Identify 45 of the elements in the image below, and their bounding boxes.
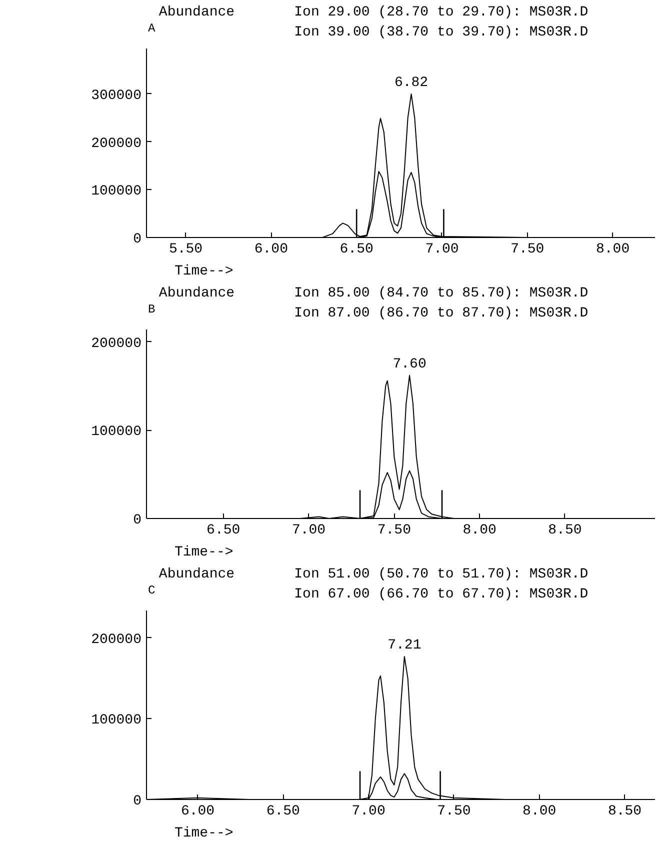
x-tick-label: 6.50	[206, 522, 240, 538]
annotation: 6.82	[394, 74, 428, 91]
x-tick-label: 7.50	[510, 242, 544, 258]
y-tick-label: 100000	[91, 184, 142, 200]
x-tick-label: 7.00	[292, 522, 326, 538]
y-tick-label: 200000	[91, 336, 142, 352]
y-tick-label: 0	[133, 512, 142, 528]
y-tick-label: 0	[133, 232, 142, 248]
x-tick-label: 7.50	[437, 804, 471, 820]
x-axis-title: Time-->	[174, 264, 234, 280]
annotation: 7.60	[392, 356, 426, 372]
y-axis-title: Abundance	[158, 286, 235, 302]
x-axis-title: Time-->	[174, 826, 234, 842]
x-tick-label: 6.50	[266, 804, 300, 820]
y-tick-label: 300000	[91, 88, 142, 104]
text: Ion 29.00 (28.70 to 29.70): MS03R.D	[294, 4, 588, 20]
x-tick-label: 8.00	[596, 242, 630, 258]
text: Ion 85.00 (84.70 to 85.70): MS03R.D	[294, 286, 588, 302]
x-tick-label: 8.00	[522, 804, 556, 820]
x-tick-label: 7.50	[377, 522, 411, 538]
y-tick-label: 100000	[91, 424, 142, 440]
chart-title: C	[148, 584, 156, 598]
text: Ion 67.00 (66.70 to 67.70): MS03R.D	[294, 586, 588, 602]
x-tick-label: 8.00	[462, 522, 496, 538]
x-tick-label: 7.00	[352, 804, 386, 820]
y-axis-title: Abundance	[158, 566, 235, 582]
y-tick-label: 200000	[91, 136, 142, 152]
x-tick-label: 6.00	[180, 804, 215, 820]
chart-title: B	[148, 302, 156, 316]
x-tick-label: 5.50	[168, 242, 203, 258]
text: Ion 39.00 (38.70 to 39.70): MS03R.D	[294, 24, 588, 40]
x-tick-label: 8.50	[548, 522, 582, 538]
chart-title: A	[148, 22, 156, 36]
x-axis-title: Time-->	[174, 544, 234, 560]
y-tick-label: 0	[133, 794, 142, 810]
x-tick-label: 6.50	[340, 242, 374, 258]
x-tick-label: 8.50	[608, 804, 642, 820]
y-axis-title: Abundance	[158, 4, 235, 20]
y-tick-label: 200000	[91, 632, 142, 648]
text: Ion 87.00 (86.70 to 87.70): MS03R.D	[294, 306, 588, 322]
x-tick-label: 7.00	[425, 242, 459, 258]
x-tick-label: 6.00	[254, 242, 288, 258]
annotation: 7.21	[388, 638, 422, 654]
text: Ion 51.00 (50.70 to 51.70): MS03R.D	[294, 566, 588, 582]
y-tick-label: 100000	[91, 712, 142, 729]
